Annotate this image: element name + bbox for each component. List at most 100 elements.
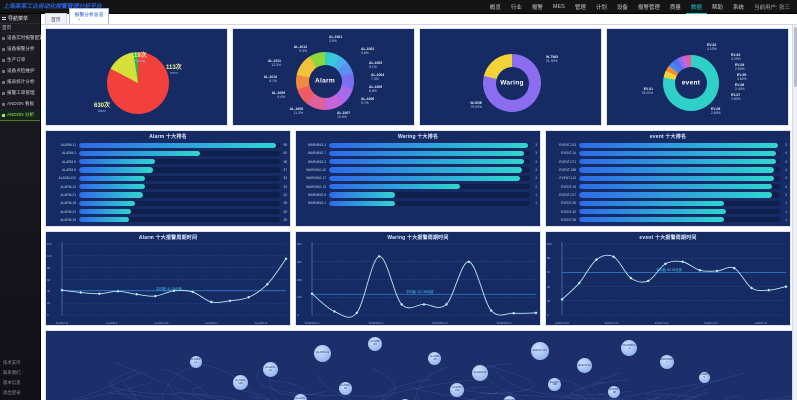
bar-fill [329,143,528,148]
sidebar-footer-item-0[interactable]: 技术支持 [0,358,41,368]
cloud-node-13[interactable]: ALARM-12 [190,356,202,368]
tab-1[interactable]: 报警分析总览 × [69,8,110,24]
panel-title: event 十大排名 [546,133,790,140]
bar-track [329,159,530,164]
page-scrollbar[interactable] [792,25,797,400]
bar-category-label: WARNING-5 [299,193,329,197]
bar-track [79,201,280,206]
sidebar-item-5[interactable]: 报警工单管理 [0,88,40,99]
cloud-node-10[interactable]: ALARM-18 [339,382,352,395]
cloud-node-18[interactable]: ALARM-5 [699,372,710,383]
bar-fill [79,209,131,214]
sidebar-item-4[interactable]: 报表统计分析 [0,77,40,88]
pie-slice-label: W-TWO 21.00% [546,55,558,64]
bullet-icon [2,92,5,95]
top-nav-item-1[interactable]: 行业 [506,0,527,14]
top-bar: 上海某某工业自动化报警管理分析平台 概览 行业 报警 MES 管理 计划 设备 报警管理 质量数… [0,0,797,14]
sidebar-item-7[interactable]: ANDON 分析 [0,110,40,121]
top-nav-item-7[interactable]: 报警管理 [633,0,665,14]
pie-slice-label: AL-1001 3.9% [329,35,342,44]
cloud-node-5[interactable]: EVENT-213 [531,342,549,360]
y-axis-tick: 300 [297,260,302,264]
cloud-node-7[interactable]: WARNING-3 [621,340,637,356]
top-nav-item-9[interactable]: 数据 [686,0,707,14]
sidebar-item-6[interactable]: ANDON 看板 [0,99,40,110]
bar-category-label: WARNING-2 [299,160,329,164]
cloud-node-0[interactable]: ALARM-11 [314,345,331,362]
cloud-node-1[interactable]: ALARM-21 [263,362,278,377]
bar-category-label: EVENT-19 [549,185,579,189]
pie-slice-label: EV-05 3.60% [737,73,747,82]
scrollbar-thumb[interactable] [794,27,797,87]
bar-fill [79,184,145,189]
bar-value-label: 1 [530,193,537,197]
pie-slice-label: AL-1011 12.3% [268,59,281,68]
pie-slice-label: EV-06 2.40% [735,83,745,92]
bar-category-label: WARNING-10 [299,168,329,172]
table-row: ALARM-3 60 [49,149,287,157]
bar-track [329,151,530,156]
x-axis-tick: WARNING-5 [497,322,512,325]
sidebar-footer: 技术支持 联系我们 版本信息 退出登录 [0,358,41,398]
sidebar-subtitle: 首页 [0,24,40,33]
sidebar-item-label: 设备实时报警配置 [7,35,44,41]
top-nav-item-8[interactable]: 质量 [665,0,686,14]
bar-value-label: 3 [780,193,787,197]
cloud-node-14[interactable]: ALARM-41 [294,394,307,400]
bar-fill [579,176,774,181]
cloud-node-2[interactable]: ALARM-03 [368,337,382,351]
pie-label-name: Waring [134,60,147,64]
top-nav-item-6[interactable]: 设备 [612,0,633,14]
bar-track [329,201,530,206]
top-nav-item-3[interactable]: MES [548,0,570,14]
bar-track [579,159,780,164]
bar-fill [329,184,460,189]
panel-line-event: event 十大报警周期时间 0 20 40 60 80 100 EVENT-213 EVENT… [545,231,791,326]
pie-label-1: 113次 event [166,65,182,76]
y-axis-tick: 80 [547,256,550,260]
top-nav-item-11[interactable]: 系统 [728,0,749,14]
table-row: EVENT-113 3 [549,174,787,182]
top-nav-item-0[interactable]: 概览 [485,0,506,14]
bar-value-label: 3 [530,151,537,155]
bar-value-label: 33 [280,185,287,189]
tab-0[interactable]: 首页 [45,13,67,24]
bar-track [79,167,280,172]
sidebar-item-1[interactable]: 设备报警分析 [0,44,40,55]
top-nav-item-10[interactable]: 帮助 [707,0,728,14]
x-axis-tick: ALARM-9 [106,322,117,325]
pie-label-name: event [166,72,182,76]
top-nav-item-4[interactable]: 管理 [570,0,591,14]
bar-value-label: 98 [280,143,287,147]
table-row: EVENT-19 4 [549,182,787,190]
bar-fill [329,151,524,156]
y-axis-tick: 0 [297,313,299,317]
top-nav-item-2[interactable]: 报警 [527,0,548,14]
table-row: EVENT-188 4 [549,166,787,174]
top-nav-item-5[interactable]: 计划 [591,0,612,14]
close-icon[interactable]: × [78,18,104,23]
bar-fill [79,176,145,181]
panel-bar-alarm: Alarm 十大排名 ALARM-11 98 ALARM-3 60 ALARM-9 38 AL… [45,130,291,227]
sidebar-item-3[interactable]: 设备点检维护 [0,66,40,77]
bar-fill [579,184,772,189]
sidebar-item-2[interactable]: 生产订单 [0,55,40,66]
panel-donut-event: event EV-01 78.20% EV-02 4.10% EV-03 3.20% EV-0… [606,28,789,126]
panel-donut-waring: Waring W-TWO 21.00% W-ONE 79.00% [419,28,602,126]
cloud-node-9[interactable]: ALARM-102 [233,375,248,390]
bar-list: ALARM-11 98 ALARM-3 60 ALARM-9 38 ALARM-5 37 ALA… [46,141,290,224]
table-row: WARNING-13 2 [299,182,537,190]
sidebar-footer-item-1[interactable]: 联系我们 [0,368,41,378]
bar-category-label: EVENT-42 [549,210,579,214]
cloud-node-8[interactable]: WARNING-7 [660,355,674,369]
bar-value-label: 25 [280,218,287,222]
bar-fill [579,209,726,214]
pie-slice-label: AL-1009 9.4% [272,91,285,100]
bar-fill [79,201,135,206]
table-row: ALARM-12 33 [49,182,287,190]
sidebar-footer-item-2[interactable]: 版本信息 [0,378,41,388]
sidebar-footer-item-3[interactable]: 退出登录 [0,388,41,398]
cloud-node-12[interactable]: EVENT-188 [548,378,561,391]
pie-slice-label: AL-1007 10.5% [337,111,350,120]
sidebar-item-0[interactable]: 设备实时报警配置 [0,33,40,44]
